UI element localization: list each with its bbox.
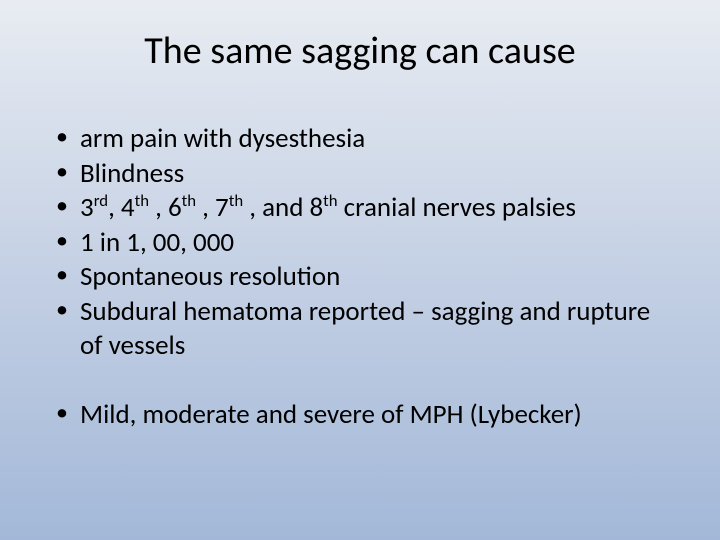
ord-base: 3 <box>80 191 94 224</box>
ord-sup: th <box>182 191 196 211</box>
list-item: arm pain with dysesthesia <box>48 122 672 157</box>
bullet-text: 3rd, 4th , 6th , 7th , and 8th cranial n… <box>80 191 576 224</box>
bullet-text: Mild, moderate and severe of MPH (Lybeck… <box>80 398 582 431</box>
list-item: Subdural hematoma reported – sagging and… <box>48 295 672 364</box>
list-item: 1 in 1, 00, 000 <box>48 226 672 261</box>
ord-base: , 7 <box>196 191 229 224</box>
spacer <box>48 364 672 398</box>
bullet-text: arm pain with dysesthesia <box>80 122 365 155</box>
list-item: 3rd, 4th , 6th , 7th , and 8th cranial n… <box>48 191 672 226</box>
slide-title: The same sagging can cause <box>0 0 720 84</box>
ord-base: cranial nerves palsies <box>338 191 576 224</box>
ord-base: , 6 <box>149 191 182 224</box>
bullet-list-1: arm pain with dysesthesia Blindness 3rd,… <box>48 122 672 364</box>
list-item: Spontaneous resolution <box>48 260 672 295</box>
list-item: Blindness <box>48 157 672 192</box>
ord-base: , 4 <box>108 191 135 224</box>
ord-sup: rd <box>94 191 108 211</box>
bullet-text: Spontaneous resolution <box>80 260 340 293</box>
ord-sup: th <box>229 191 243 211</box>
bullet-list-2: Mild, moderate and severe of MPH (Lybeck… <box>48 398 672 433</box>
ord-sup: th <box>323 191 337 211</box>
bullet-text: Subdural hematoma reported – sagging and… <box>80 295 650 363</box>
slide-content: arm pain with dysesthesia Blindness 3rd,… <box>0 84 720 432</box>
slide: The same sagging can cause arm pain with… <box>0 0 720 540</box>
bullet-text: Blindness <box>80 157 184 190</box>
ord-base: , and 8 <box>243 191 323 224</box>
ord-sup: th <box>135 191 149 211</box>
bullet-text: 1 in 1, 00, 000 <box>80 226 234 259</box>
list-item: Mild, moderate and severe of MPH (Lybeck… <box>48 398 672 433</box>
